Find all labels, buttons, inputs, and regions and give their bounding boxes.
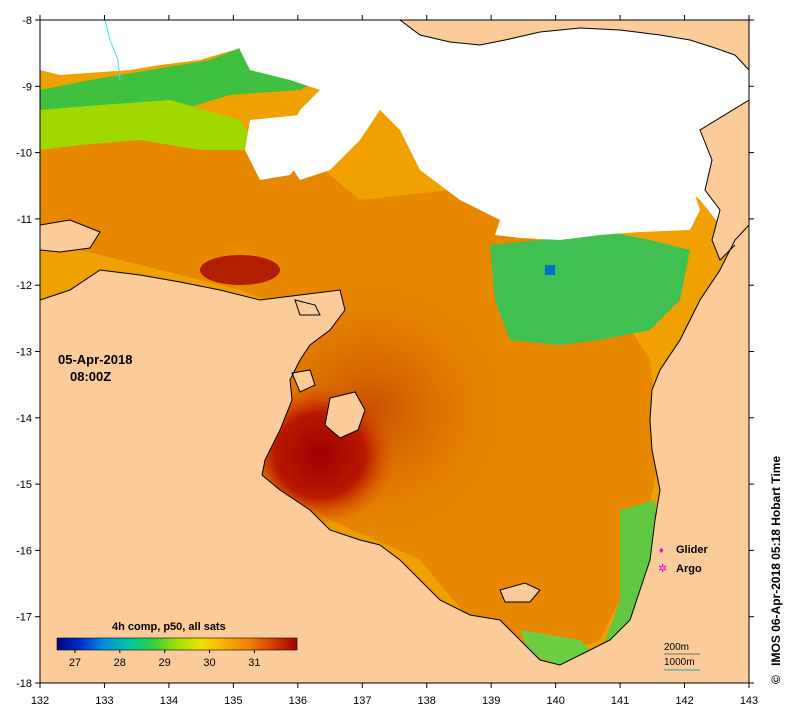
copyright-symbol: © xyxy=(769,675,783,684)
y-tick-label: -16 xyxy=(16,545,32,557)
y-tick-label: -9 xyxy=(22,81,32,93)
x-tick-label: 134 xyxy=(160,695,178,707)
coastline xyxy=(40,224,749,666)
y-tick-label: -14 xyxy=(16,413,32,425)
nodata-cloud-north-2 xyxy=(40,20,235,75)
y-tick-label: -8 xyxy=(22,15,32,27)
x-tick-label: 132 xyxy=(31,695,49,707)
x-tick-label: 133 xyxy=(95,695,113,707)
coastline-new-guinea xyxy=(399,20,749,71)
colorbar-tick-label: 29 xyxy=(159,657,171,669)
map-date: 05-Apr-2018 xyxy=(58,352,132,367)
x-tick-label: 135 xyxy=(224,695,242,707)
colorbar-tick-label: 27 xyxy=(69,657,81,669)
land-melville-island xyxy=(40,220,100,252)
contour-1000m-label: 1000m xyxy=(664,657,695,668)
x-tick-label: 139 xyxy=(482,695,500,707)
nodata-cloud-patch xyxy=(245,115,310,180)
x-tick-label: 143 xyxy=(740,695,758,707)
nodata-cloud-north xyxy=(230,20,749,240)
legend-argo-symbol: ✲ xyxy=(658,563,667,575)
contour-legend: 200m 1000m xyxy=(664,642,700,671)
y-axis: -8 -9 -10 -11 -12 -13 -14 -15 -16 -17 -18 xyxy=(16,15,754,690)
colorbar-tick-label: 28 xyxy=(114,657,126,669)
y-tick-label: -18 xyxy=(16,678,32,690)
contour-200m-label: 200m xyxy=(664,642,689,653)
colorbar-title: 4h comp, p50, all sats xyxy=(112,621,226,633)
credit-text: © IMOS 06-Apr-2018 05:18 Hobart Time xyxy=(769,456,783,684)
land-northern-territory xyxy=(40,225,749,683)
x-tick-label: 141 xyxy=(611,695,629,707)
colorbar: 4h comp, p50, all sats 27 28 29 30 31 xyxy=(56,621,298,669)
colorbar-gradient xyxy=(56,637,298,651)
legend: ♦ Glider ✲ Argo xyxy=(658,544,709,575)
y-tick-label: -12 xyxy=(16,280,32,292)
legend-glider-label: Glider xyxy=(676,544,709,556)
credit-string: IMOS 06-Apr-2018 05:18 Hobart Time xyxy=(769,456,783,666)
river-line xyxy=(104,20,121,81)
legend-argo-label: Argo xyxy=(676,563,702,575)
legend-glider-symbol: ♦ xyxy=(659,545,664,555)
colorbar-ticks: 27 28 29 30 31 xyxy=(69,650,261,669)
x-tick-label: 136 xyxy=(289,695,307,707)
y-tick-label: -17 xyxy=(16,612,32,624)
map-plot-area xyxy=(40,20,749,683)
map-time: 08:00Z xyxy=(70,369,111,384)
y-tick-label: -10 xyxy=(16,148,32,160)
land-peninsula-east xyxy=(700,100,749,260)
sst-hot-patch-north xyxy=(200,255,280,285)
coastline-groote xyxy=(40,219,541,603)
y-tick-label: -13 xyxy=(16,347,32,359)
x-axis: 132 133 134 135 136 137 138 139 140 141 142 143 xyxy=(31,15,758,707)
sst-cool-north-east xyxy=(490,230,690,345)
land-groote-island xyxy=(325,392,365,438)
land-mornington-island xyxy=(500,583,540,602)
coastline-peninsula xyxy=(699,99,749,261)
land-wessel-island xyxy=(295,300,320,315)
sst-cool-north-west-2 xyxy=(40,100,260,150)
x-tick-label: 137 xyxy=(353,695,371,707)
land-new-guinea xyxy=(400,20,749,70)
y-tick-label: -11 xyxy=(17,214,32,226)
colorbar-tick-label: 31 xyxy=(248,657,260,669)
sst-cold-blip-3 xyxy=(545,265,555,275)
x-tick-label: 140 xyxy=(546,695,564,707)
y-tick-label: -15 xyxy=(16,479,32,491)
x-tick-label: 142 xyxy=(675,695,693,707)
x-tick-label: 138 xyxy=(418,695,436,707)
colorbar-tick-label: 30 xyxy=(203,657,215,669)
